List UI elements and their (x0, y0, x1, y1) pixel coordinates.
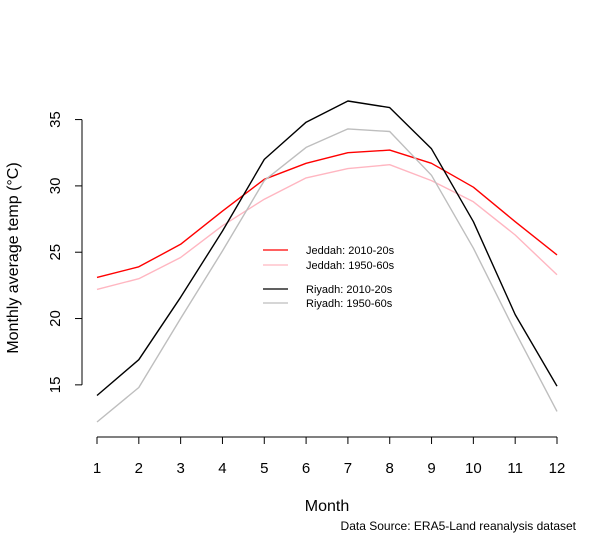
legend-label: Riyadh: 2010-20s (306, 284, 393, 296)
x-axis: 1 2 3 4 5 6 7 8 9 10 11 12 (93, 436, 566, 477)
x-tick-label: 11 (507, 460, 523, 477)
y-tick-label: 20 (47, 310, 64, 327)
x-tick-label: 4 (218, 460, 226, 477)
y-tick-label: 35 (47, 111, 64, 128)
x-tick-label: 10 (465, 460, 482, 477)
x-axis-title: Month (305, 498, 349, 515)
series-line-2 (96, 163, 558, 291)
x-tick-label: 8 (386, 460, 394, 477)
legend-label: Jeddah: 2010-20s (306, 245, 395, 257)
legend-label: Riyadh: 1950-60s (306, 298, 393, 310)
x-tick-label: 12 (549, 460, 566, 477)
series-lines (96, 100, 558, 423)
y-tick-label: 30 (47, 178, 64, 195)
y-tick-label: 25 (47, 244, 64, 261)
y-axis: 15 20 25 30 35 (47, 111, 83, 394)
y-tick-label: 15 (47, 377, 64, 394)
x-tick-label: 2 (135, 460, 143, 477)
x-tick-label: 7 (344, 460, 352, 477)
x-tick-label: 9 (427, 460, 435, 477)
x-tick-label: 1 (93, 460, 101, 477)
series-line-3 (96, 100, 558, 397)
x-tick-label: 5 (260, 460, 268, 477)
x-tick-label: 6 (302, 460, 310, 477)
legend: Jeddah: 2010-20s Jeddah: 1950-60s Riyadh: … (263, 245, 395, 310)
x-tick-label: 3 (176, 460, 184, 477)
legend-label: Jeddah: 1950-60s (306, 260, 395, 272)
series-line-1 (96, 149, 558, 279)
data-source-note: Data Source: ERA5-Land reanalysis datase… (341, 519, 577, 533)
series-line-4 (96, 128, 558, 423)
y-axis-title: Monthly average temp (°C) (5, 162, 22, 353)
